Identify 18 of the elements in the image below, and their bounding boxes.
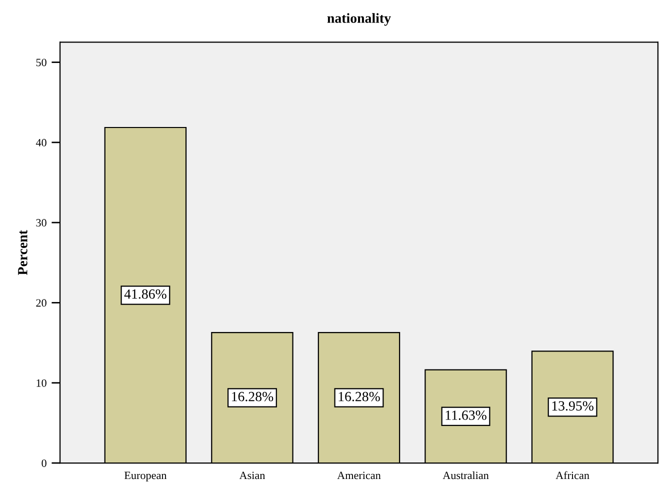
data-label: 16.28% <box>232 392 274 402</box>
y-tick-label: 20 <box>36 299 46 307</box>
data-label: 41.86% <box>124 289 166 299</box>
y-tick-label: 50 <box>36 58 46 66</box>
data-label: 11.63% <box>446 410 486 420</box>
y-tick-label: 40 <box>36 138 46 146</box>
data-label: 16.28% <box>338 392 380 402</box>
y-tick-label: 30 <box>36 219 46 227</box>
x-tick-label: African <box>556 471 590 480</box>
x-tick-label: American <box>337 472 381 480</box>
y-tick-label: 10 <box>36 379 46 387</box>
x-tick-label: Australian <box>442 471 489 480</box>
y-tick-label: 0 <box>42 459 46 467</box>
chart-title: nationality <box>327 13 391 26</box>
x-tick-label: European <box>124 472 167 482</box>
y-axis-title: Percent <box>18 230 28 276</box>
x-tick-label: Asian <box>239 472 266 480</box>
data-label: 13.95% <box>552 401 594 411</box>
